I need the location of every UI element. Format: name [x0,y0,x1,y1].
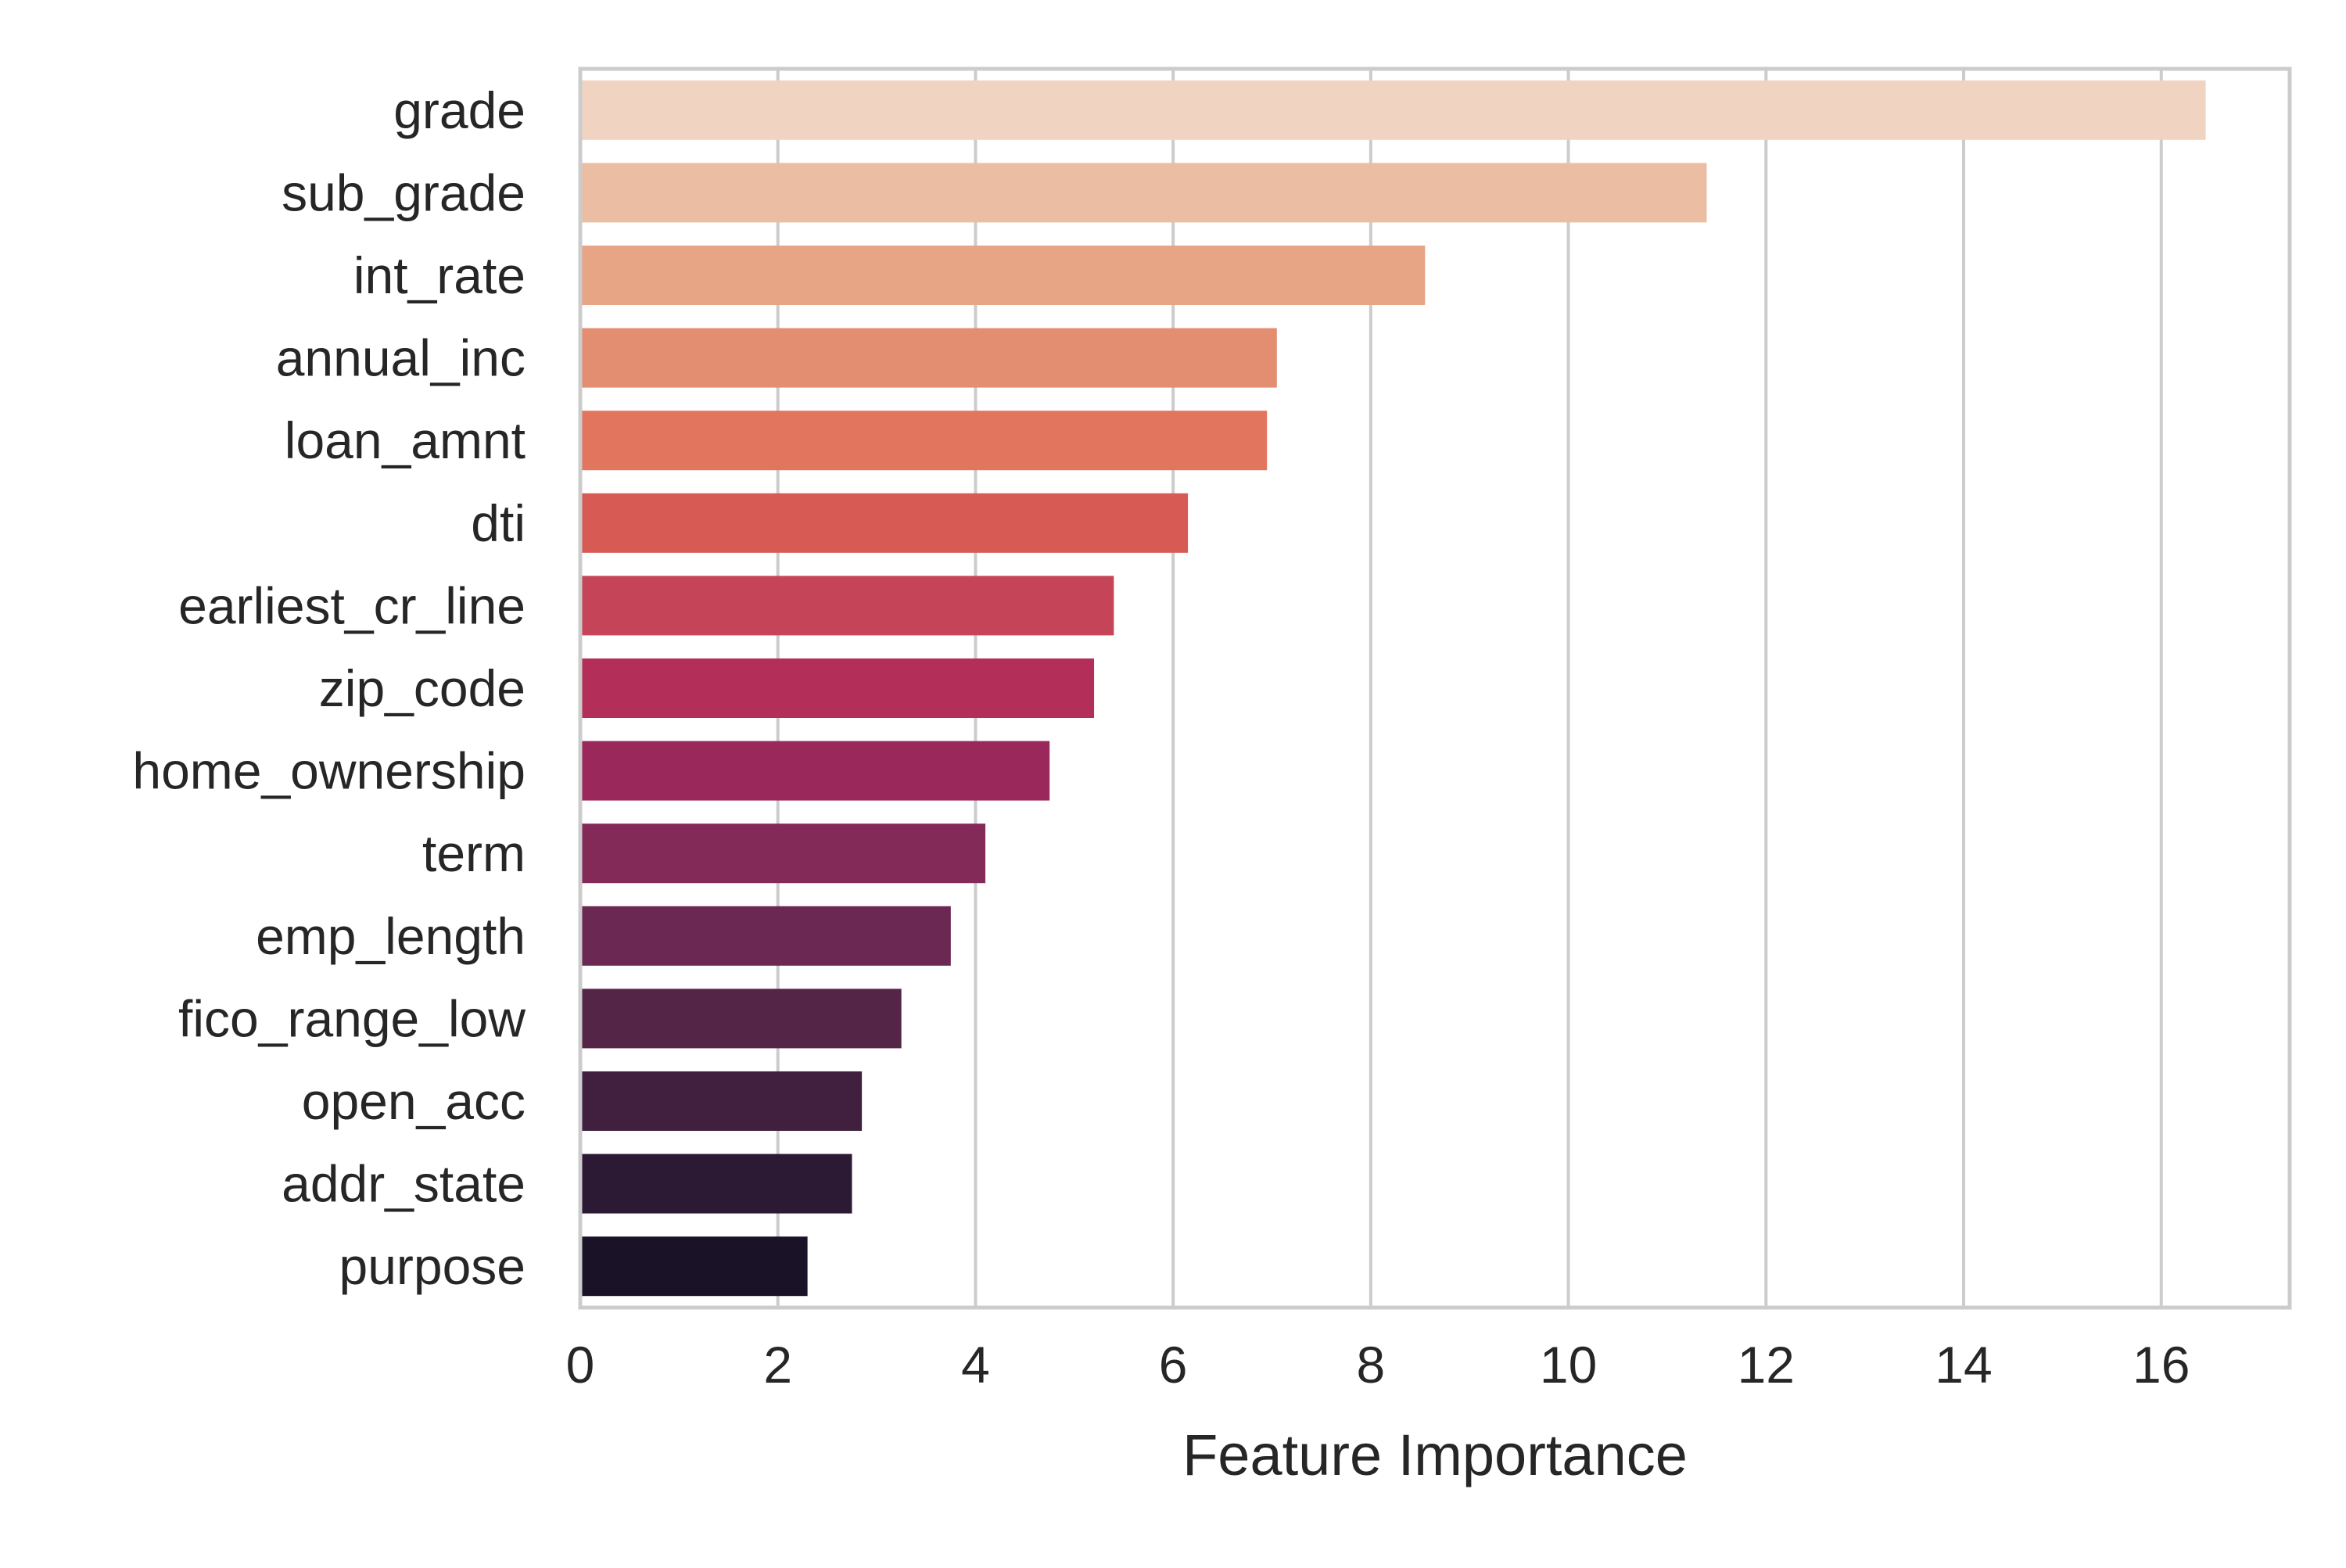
x-tick-label: 0 [566,1336,595,1394]
x-tick-label: 14 [1935,1336,1992,1394]
category-label: addr_state [282,1155,526,1213]
bar-sub-grade [582,163,1707,223]
category-label: zip_code [319,659,526,717]
plot-frame [578,66,2292,1310]
category-label: grade [393,81,526,139]
bar-open-acc [582,1071,863,1132]
x-axis-title: Feature Importance [1182,1423,1688,1487]
category-labels: grade sub_grade int_rate annual_inc loan_amn… [132,81,526,1295]
x-tick-label: 2 [763,1336,792,1394]
bar-earliest-cr-line [582,576,1114,636]
bar-annual-inc [582,328,1277,388]
x-tick-label: 10 [1540,1336,1597,1394]
x-tick-label: 8 [1357,1336,1386,1394]
category-label: home_ownership [132,742,526,800]
bar-grade [582,80,2206,140]
category-label: earliest_cr_line [178,576,526,634]
x-tick-labels: 0 2 4 6 8 10 12 14 16 [566,1336,2190,1394]
bar-purpose [582,1236,808,1297]
category-label: emp_length [256,907,526,965]
x-tick-label: 16 [2133,1336,2190,1394]
bar-dti [582,493,1189,553]
bar-addr-state [582,1154,852,1214]
category-label: int_rate [353,246,526,304]
category-label: dti [471,494,526,552]
category-label: loan_amnt [285,411,526,469]
category-label: annual_inc [276,329,526,387]
category-label: sub_grade [282,163,526,221]
bar-loan-amnt [582,411,1268,471]
category-label: fico_range_low [178,989,526,1047]
bar-home-ownership [582,741,1050,801]
x-tick-label: 12 [1738,1336,1795,1394]
bar-term [582,823,986,884]
bar-emp-length [582,906,951,966]
bars [582,80,2206,1297]
category-label: purpose [339,1237,526,1295]
bar-fico-range-low [582,989,902,1049]
category-label: term [422,824,526,882]
x-tick-label: 6 [1159,1336,1188,1394]
bar-int-rate [582,245,1426,306]
category-label: open_acc [302,1072,526,1130]
x-tick-label: 4 [961,1336,990,1394]
bar-zip-code [582,658,1095,719]
